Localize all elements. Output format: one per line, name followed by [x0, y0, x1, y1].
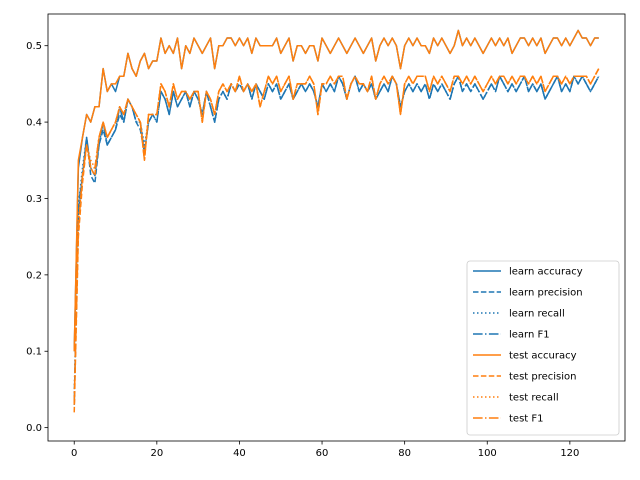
y-tick-label: 0.4 — [26, 118, 42, 129]
x-tick-label: 120 — [560, 448, 579, 459]
y-tick-label: 0.5 — [26, 41, 42, 52]
y-tick-label: 0.2 — [26, 270, 42, 281]
legend-label: test accuracy — [509, 351, 577, 362]
x-tick-label: 60 — [316, 448, 329, 459]
y-tick-label: 0.0 — [26, 423, 42, 434]
series-line-learn-f1 — [73, 75, 600, 405]
x-tick-label: 20 — [150, 448, 163, 459]
y-tick-label: 0.1 — [26, 347, 42, 358]
legend-box — [466, 260, 620, 436]
axes-frame — [47, 13, 626, 442]
x-tick-label: 0 — [71, 448, 77, 459]
x-tick-label: 100 — [478, 448, 497, 459]
series-line-test-f1 — [73, 68, 600, 405]
legend-label: test recall — [509, 393, 559, 404]
x-axis: 0 20 40 60 80 100 120 — [71, 441, 579, 459]
legend-label: test precision — [509, 372, 577, 383]
legend: learn accuracy learn precision learn recal… — [466, 260, 620, 436]
legend-label: learn F1 — [509, 330, 550, 341]
series-line-test-accuracy — [73, 29, 599, 352]
legend-label: learn recall — [509, 309, 565, 320]
legend-label: learn precision — [509, 288, 583, 299]
legend-label: test F1 — [509, 414, 544, 425]
legend-label: learn accuracy — [509, 267, 583, 278]
plot-lines — [73, 29, 600, 413]
x-tick-label: 40 — [233, 448, 246, 459]
y-tick-label: 0.3 — [26, 194, 42, 205]
x-tick-label: 80 — [398, 448, 411, 459]
y-axis: 0.0 0.1 0.2 0.3 0.4 0.5 — [26, 41, 48, 434]
